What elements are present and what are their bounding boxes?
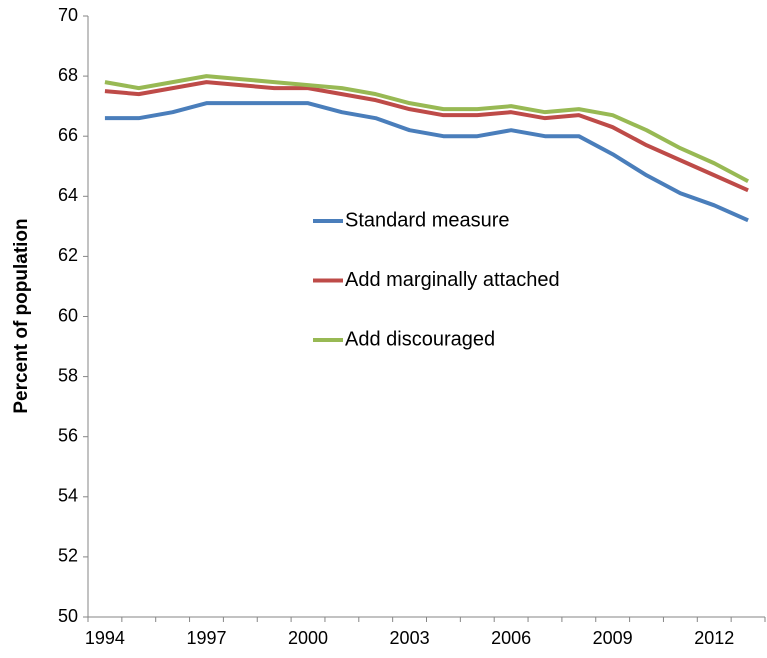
series-line: [104, 80, 749, 193]
y-tick-label: 60: [58, 305, 78, 325]
y-tick-label: 68: [58, 65, 78, 85]
y-tick-label: 56: [58, 425, 78, 445]
series-line: [104, 101, 749, 223]
x-tick-label: 2006: [491, 628, 531, 648]
y-tick-label: 52: [58, 546, 78, 566]
y-axis-label: Percent of population: [11, 218, 32, 413]
y-tick-label: 70: [58, 5, 78, 25]
legend-label: Add marginally attached: [345, 269, 560, 291]
y-tick-label: 54: [58, 486, 78, 506]
x-tick-label: 1997: [186, 628, 226, 648]
legend-label: Add discouraged: [345, 328, 495, 350]
x-tick-label: 2009: [593, 628, 633, 648]
y-tick-label: 64: [58, 185, 78, 205]
x-tick-label: 2012: [694, 628, 734, 648]
x-tick-label: 2000: [288, 628, 328, 648]
legend-label: Standard measure: [345, 209, 510, 231]
x-tick-label: 2003: [390, 628, 430, 648]
y-tick-label: 62: [58, 245, 78, 265]
x-tick-label: 1994: [85, 628, 125, 648]
y-tick-label: 50: [58, 606, 78, 626]
y-tick-label: 58: [58, 365, 78, 385]
series-line: [104, 74, 750, 184]
y-tick-label: 66: [58, 125, 78, 145]
